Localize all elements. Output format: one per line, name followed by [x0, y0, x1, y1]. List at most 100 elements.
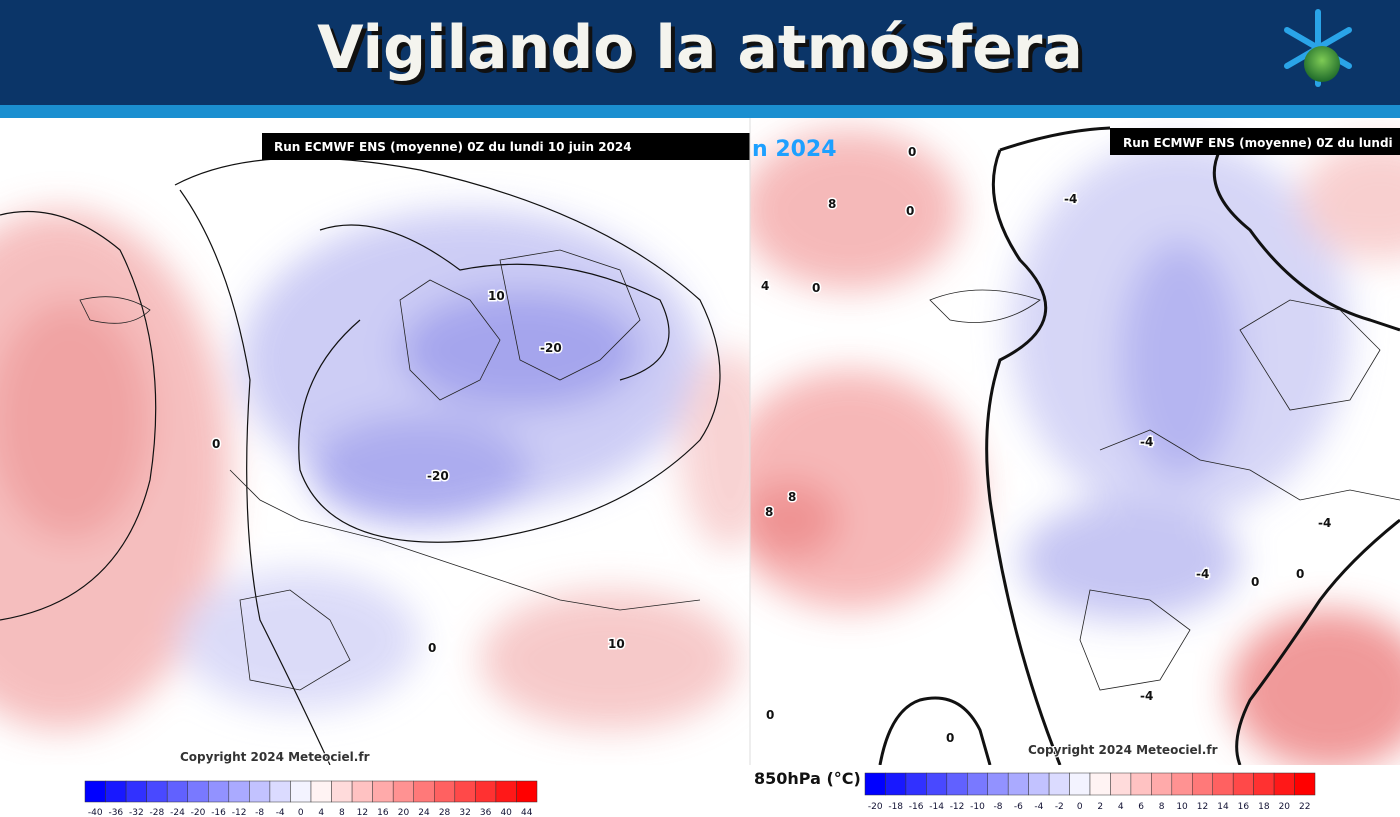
copyright: Copyright 2024 Meteociel.fr [1028, 743, 1218, 757]
contour-label: 0 [428, 641, 436, 655]
contour-label: 0 [1251, 575, 1259, 589]
legend-swatch [1232, 772, 1254, 796]
contour-label: -4 [1140, 689, 1153, 703]
contour-label: -20 [540, 341, 562, 355]
legend-swatch [84, 780, 106, 803]
legend-tick: 20 [398, 808, 410, 817]
legend-tick: 12 [1197, 802, 1208, 812]
legend-tick: -18 [888, 802, 903, 812]
legend-tick: -12 [950, 802, 965, 812]
legend-swatch [166, 780, 188, 803]
legend-swatch [1089, 772, 1111, 796]
legend-swatch [905, 772, 927, 796]
legend-swatch [125, 780, 147, 803]
legend-swatch [475, 780, 497, 803]
contour-label: 0 [946, 731, 954, 745]
legend-tick: -36 [108, 808, 123, 817]
legend-tick: 40 [500, 808, 512, 817]
contour-label: -4 [1196, 567, 1209, 581]
legend-swatch [269, 780, 291, 803]
legend-tick: 4 [1118, 802, 1124, 812]
legend-tick: -20 [191, 808, 206, 817]
legend-tick: -8 [993, 802, 1002, 812]
legend-tick: 4 [318, 808, 324, 817]
legend-swatch [1151, 772, 1173, 796]
contour-label: -4 [1140, 435, 1153, 449]
legends: -40 -36 -32 -28 -24 -20 -16 -12 -8 -4 0 4 8 12 16 20 24 2… [84, 772, 1316, 817]
legend-swatch [351, 780, 373, 803]
legend-tick: 12 [357, 808, 368, 817]
legend-swatch [495, 780, 517, 803]
legend-tick: -32 [129, 808, 144, 817]
legend-tick: -20 [868, 802, 883, 812]
legend-swatch [1110, 772, 1132, 796]
contour-label: 0 [212, 437, 220, 451]
legend-swatch [310, 780, 332, 803]
legend-swatch [372, 780, 394, 803]
legend-tick: 6 [1138, 802, 1144, 812]
legend-swatch [434, 780, 456, 803]
legend-swatch [392, 780, 414, 803]
legend-swatch [1212, 772, 1234, 796]
legend-tick: 14 [1217, 802, 1229, 812]
legend-tick: -4 [1034, 802, 1043, 812]
legend-tick: 18 [1258, 802, 1270, 812]
legend-tick: 36 [480, 808, 492, 817]
contour-label: 8 [828, 197, 836, 211]
contour-label: 8 [765, 505, 773, 519]
contour-label: 0 [1296, 567, 1304, 581]
legend-swatch [454, 780, 476, 803]
contour-label: 0 [908, 145, 916, 159]
legend-swatch [1192, 772, 1213, 796]
legend-tick: 0 [298, 808, 304, 817]
legend-tick: -28 [150, 808, 165, 817]
legend-swatch [1294, 772, 1316, 796]
legend-tick: -16 [211, 808, 226, 817]
title-shadow: Vigilando la atmósfera [321, 17, 1087, 87]
legend-swatch [290, 780, 312, 803]
legend-tick: -8 [255, 808, 264, 817]
logo [1284, 9, 1352, 87]
legend-tick: 0 [1077, 802, 1083, 812]
header-bar [0, 0, 1400, 105]
legend-swatch [926, 772, 948, 796]
legend-tick: -24 [170, 808, 185, 817]
legend-tick: -14 [929, 802, 944, 812]
contour-label: 0 [766, 708, 774, 722]
legend-tick: 28 [439, 808, 451, 817]
legend-tick: -16 [909, 802, 924, 812]
contour-label: 4 [761, 279, 769, 293]
legend-swatch [1171, 772, 1193, 796]
legend-tick: 32 [459, 808, 470, 817]
legend-tick: 16 [377, 808, 389, 817]
legend-swatch [228, 780, 250, 803]
run-label: Run ECMWF ENS (moyenne) 0Z du lundi 10 j… [274, 140, 632, 154]
legend-tick: 22 [1299, 802, 1310, 812]
legend-tick: -12 [232, 808, 247, 817]
contour-label: -20 [427, 469, 449, 483]
legend-tick: -4 [276, 808, 285, 817]
legend-swatch [1273, 772, 1295, 796]
legend-swatch [1069, 772, 1091, 796]
legend-tick: -40 [88, 808, 103, 817]
legend-tick: 44 [521, 808, 533, 817]
legend-tick: 2 [1097, 802, 1103, 812]
legend-swatch [146, 780, 168, 803]
contour-label: -4 [1064, 192, 1077, 206]
unit-label: 850hPa (°C) [754, 769, 861, 788]
title: Vigilando la atmósfera [317, 13, 1083, 83]
legend-tick: 10 [1176, 802, 1188, 812]
left-map: Run ECMWF ENS (moyenne) 0Z du lundi 10 j… [0, 118, 750, 765]
run-label: Run ECMWF ENS (moyenne) 0Z du lundi [1123, 136, 1393, 150]
contour-label: 0 [812, 281, 820, 295]
legend-swatch [208, 780, 230, 803]
legend-tick: 16 [1238, 802, 1250, 812]
copyright: Copyright 2024 Meteociel.fr [180, 750, 370, 764]
contour-label: -4 [1318, 516, 1331, 530]
legend-swatch [249, 780, 271, 803]
legend-swatch [946, 772, 968, 796]
legend-swatch [413, 780, 435, 803]
header-stripe [0, 105, 1400, 118]
